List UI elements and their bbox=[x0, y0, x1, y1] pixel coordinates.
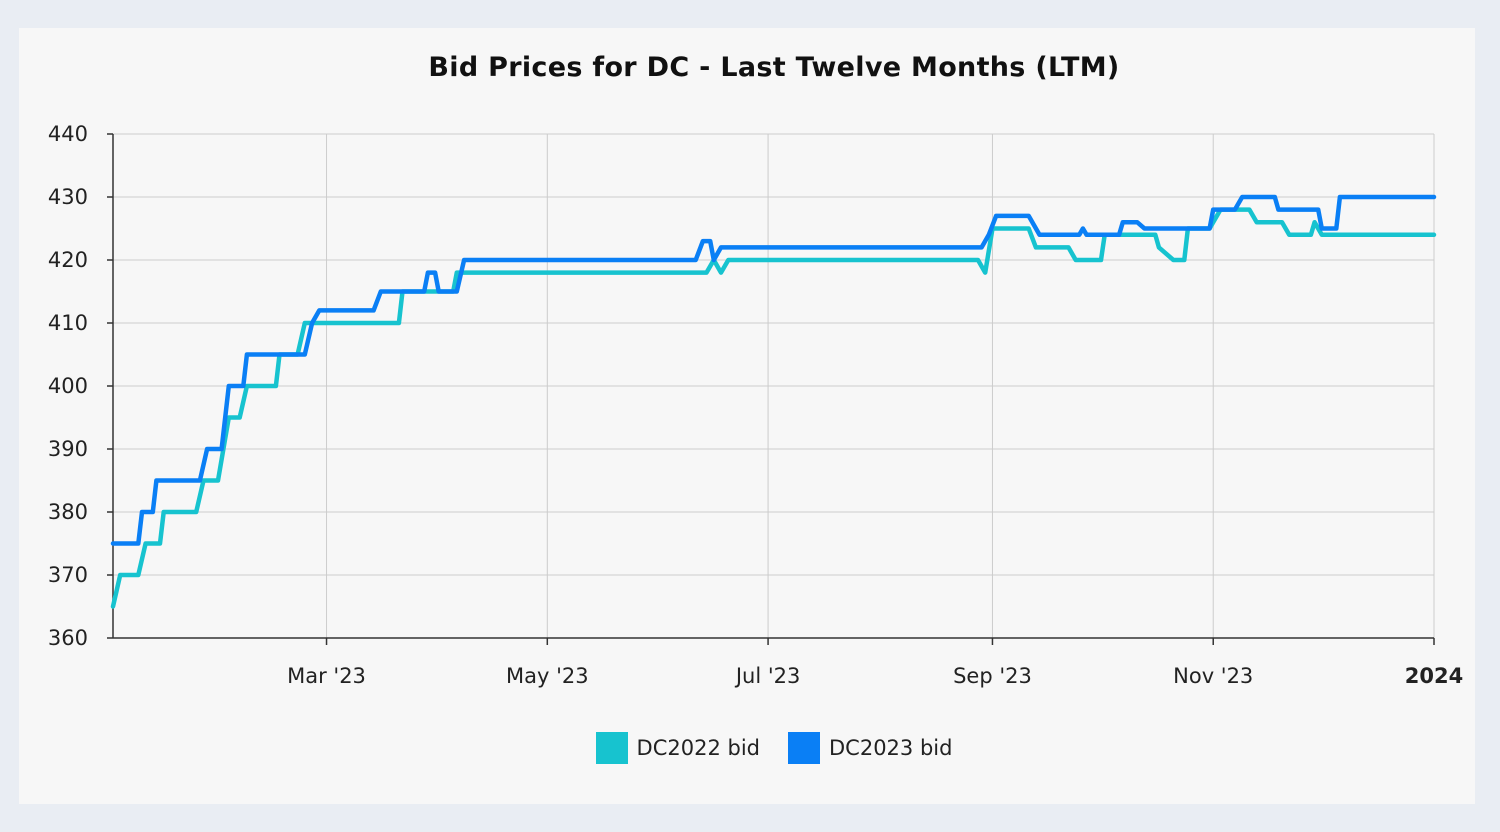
x-tick-label: Nov '23 bbox=[1173, 664, 1253, 688]
y-tick-label: 420 bbox=[48, 248, 88, 272]
y-tick-label: 390 bbox=[48, 437, 88, 461]
legend-swatch-dc2022 bbox=[595, 732, 628, 764]
x-tick-label: 2024 bbox=[1405, 664, 1463, 688]
y-tick-label: 410 bbox=[48, 311, 88, 335]
y-tick-label: 440 bbox=[48, 122, 88, 146]
legend-label-dc2022: DC2022 bid bbox=[636, 736, 760, 760]
axes bbox=[107, 133, 1435, 645]
legend-swatch-dc2023 bbox=[788, 732, 820, 764]
legend-item-dc2022[interactable]: DC2022 bid bbox=[595, 732, 760, 764]
legend-label-dc2023: DC2023 bid bbox=[829, 736, 953, 760]
y-tick-label: 370 bbox=[48, 563, 88, 587]
x-tick-label: May '23 bbox=[506, 664, 589, 688]
y-tick-label: 430 bbox=[48, 185, 88, 209]
series-line-dc2023-bid[interactable] bbox=[110, 194, 1437, 546]
series-lines bbox=[110, 194, 1437, 609]
legend: DC2022 bid DC2023 bid bbox=[0, 732, 1500, 764]
x-tick-label: Mar '23 bbox=[287, 664, 366, 688]
x-tick-label: Jul '23 bbox=[734, 664, 801, 688]
y-tick-label: 380 bbox=[48, 500, 88, 524]
y-tick-label: 400 bbox=[48, 374, 88, 398]
chart-panel bbox=[19, 28, 1475, 804]
legend-item-dc2023[interactable]: DC2023 bid bbox=[788, 732, 952, 764]
chart-title: Bid Prices for DC - Last Twelve Months (… bbox=[428, 52, 1120, 83]
y-tick-label: 360 bbox=[48, 626, 88, 650]
tick-labels: 360 370 380 390 400 410 420 430 440 Mar '23 May '2… bbox=[48, 122, 1463, 688]
series-line-dc2022-bid[interactable] bbox=[110, 207, 1437, 609]
x-tick-label: Sep '23 bbox=[953, 664, 1032, 688]
